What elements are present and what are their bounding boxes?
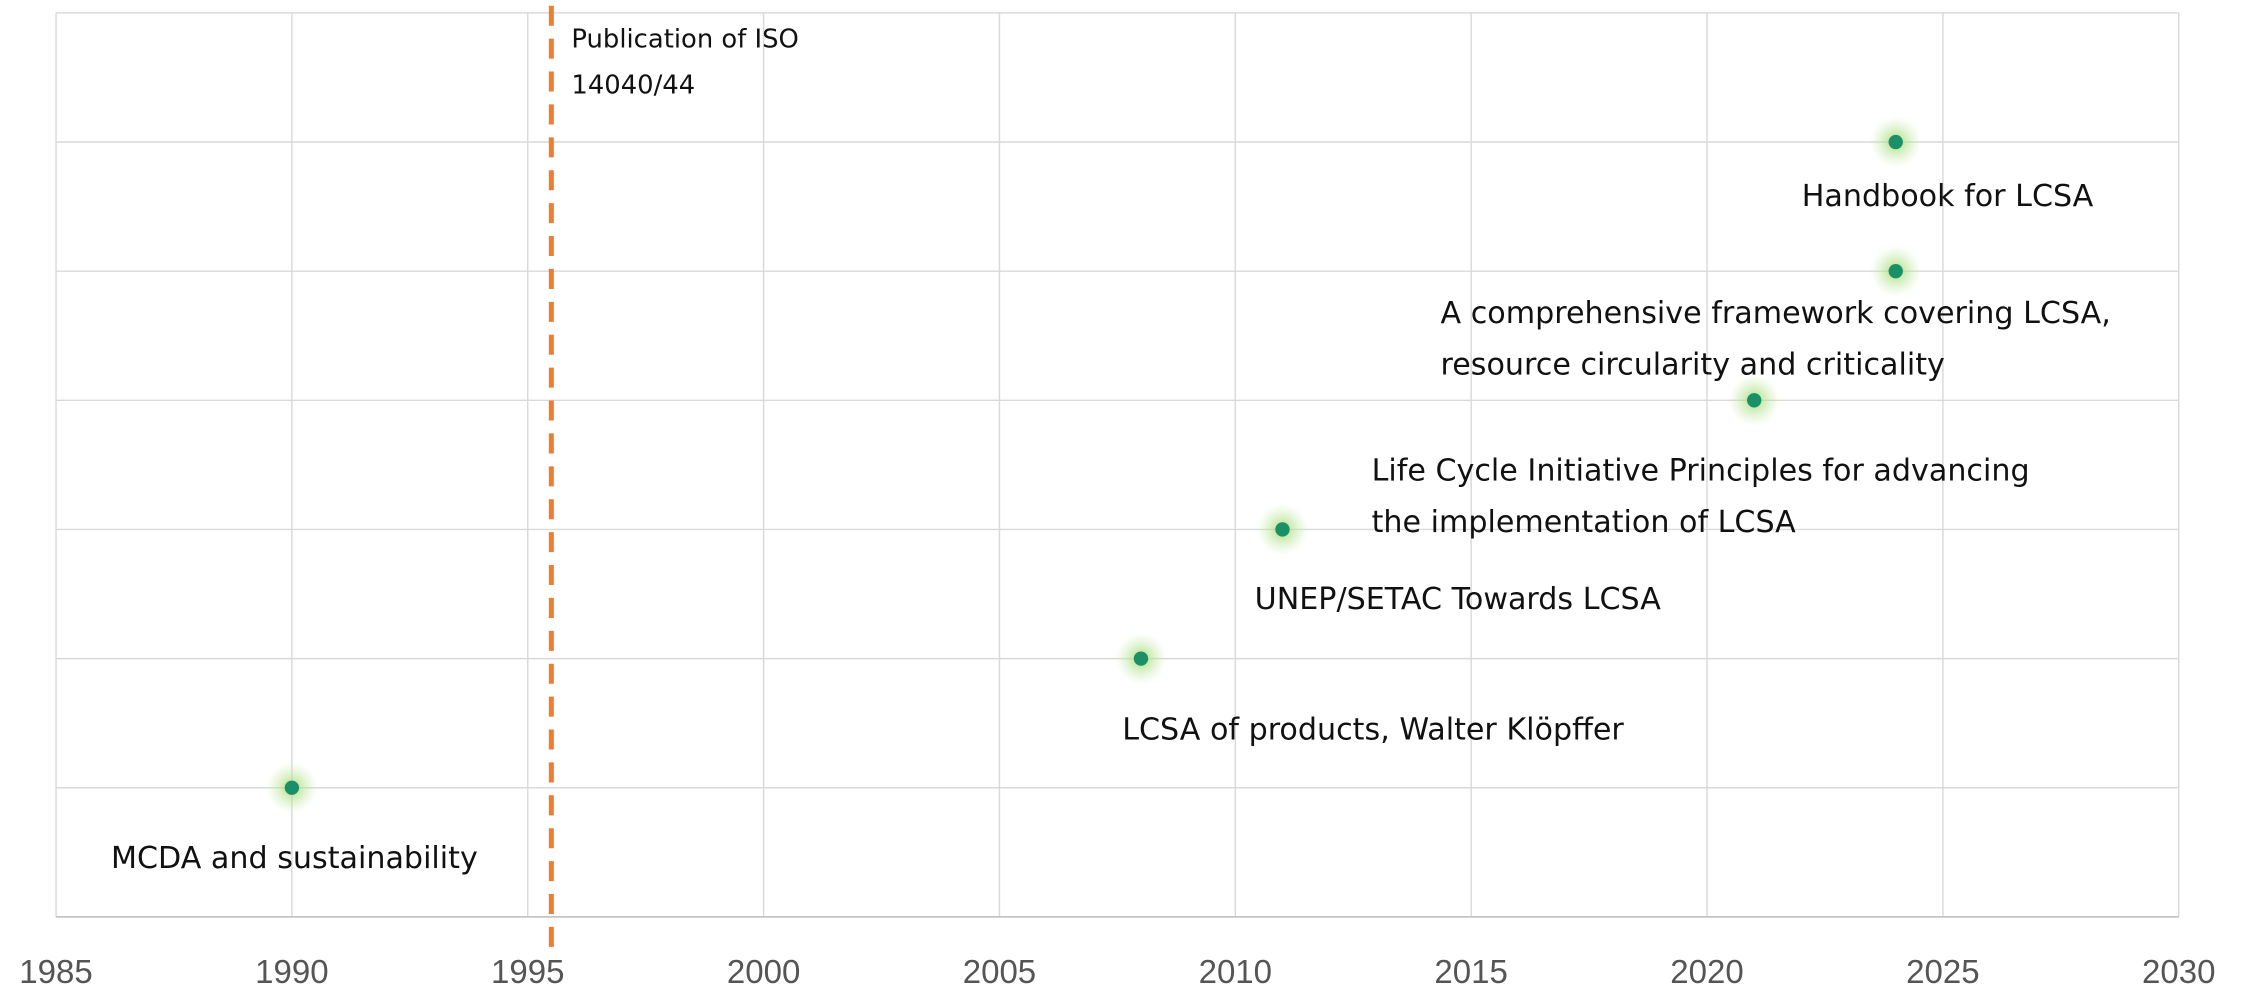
point: [1275, 522, 1290, 537]
point: [1888, 264, 1903, 279]
x-tick-label: 2020: [1670, 953, 1743, 990]
x-tick-label: 2005: [963, 953, 1036, 990]
x-tick-label: 2025: [1906, 953, 1979, 990]
point: [284, 780, 300, 795]
x-tick-label: 1990: [255, 953, 328, 990]
annotation: LCSA of products, Walter Klöpffer: [1122, 712, 1624, 747]
annotation: Handbook for LCSA: [1802, 179, 2094, 214]
x-tick-label: 2000: [727, 953, 800, 990]
x-tick-label: 1995: [491, 953, 564, 990]
point: [1888, 134, 1903, 150]
point: [1747, 393, 1762, 408]
annotation: MCDA and sustainability: [111, 841, 478, 876]
reference-label: 14040/44: [571, 70, 695, 100]
reference-label: Publication of ISO: [571, 25, 798, 55]
annotation: UNEP/SETAC Towards LCSA: [1255, 582, 1662, 617]
annotation: resource circularity and criticality: [1441, 348, 1945, 383]
x-tick-label: 2030: [2142, 953, 2215, 990]
x-tick-label: 1985: [19, 953, 92, 990]
annotation: A comprehensive framework covering LCSA,: [1441, 296, 2111, 331]
annotation: the implementation of LCSA: [1372, 505, 1797, 540]
annotation: Life Cycle Initiative Principles for adv…: [1372, 454, 2030, 489]
x-tick-label: 2015: [1434, 953, 1507, 990]
x-tick-label: 2010: [1199, 953, 1272, 990]
point: [1133, 651, 1149, 666]
